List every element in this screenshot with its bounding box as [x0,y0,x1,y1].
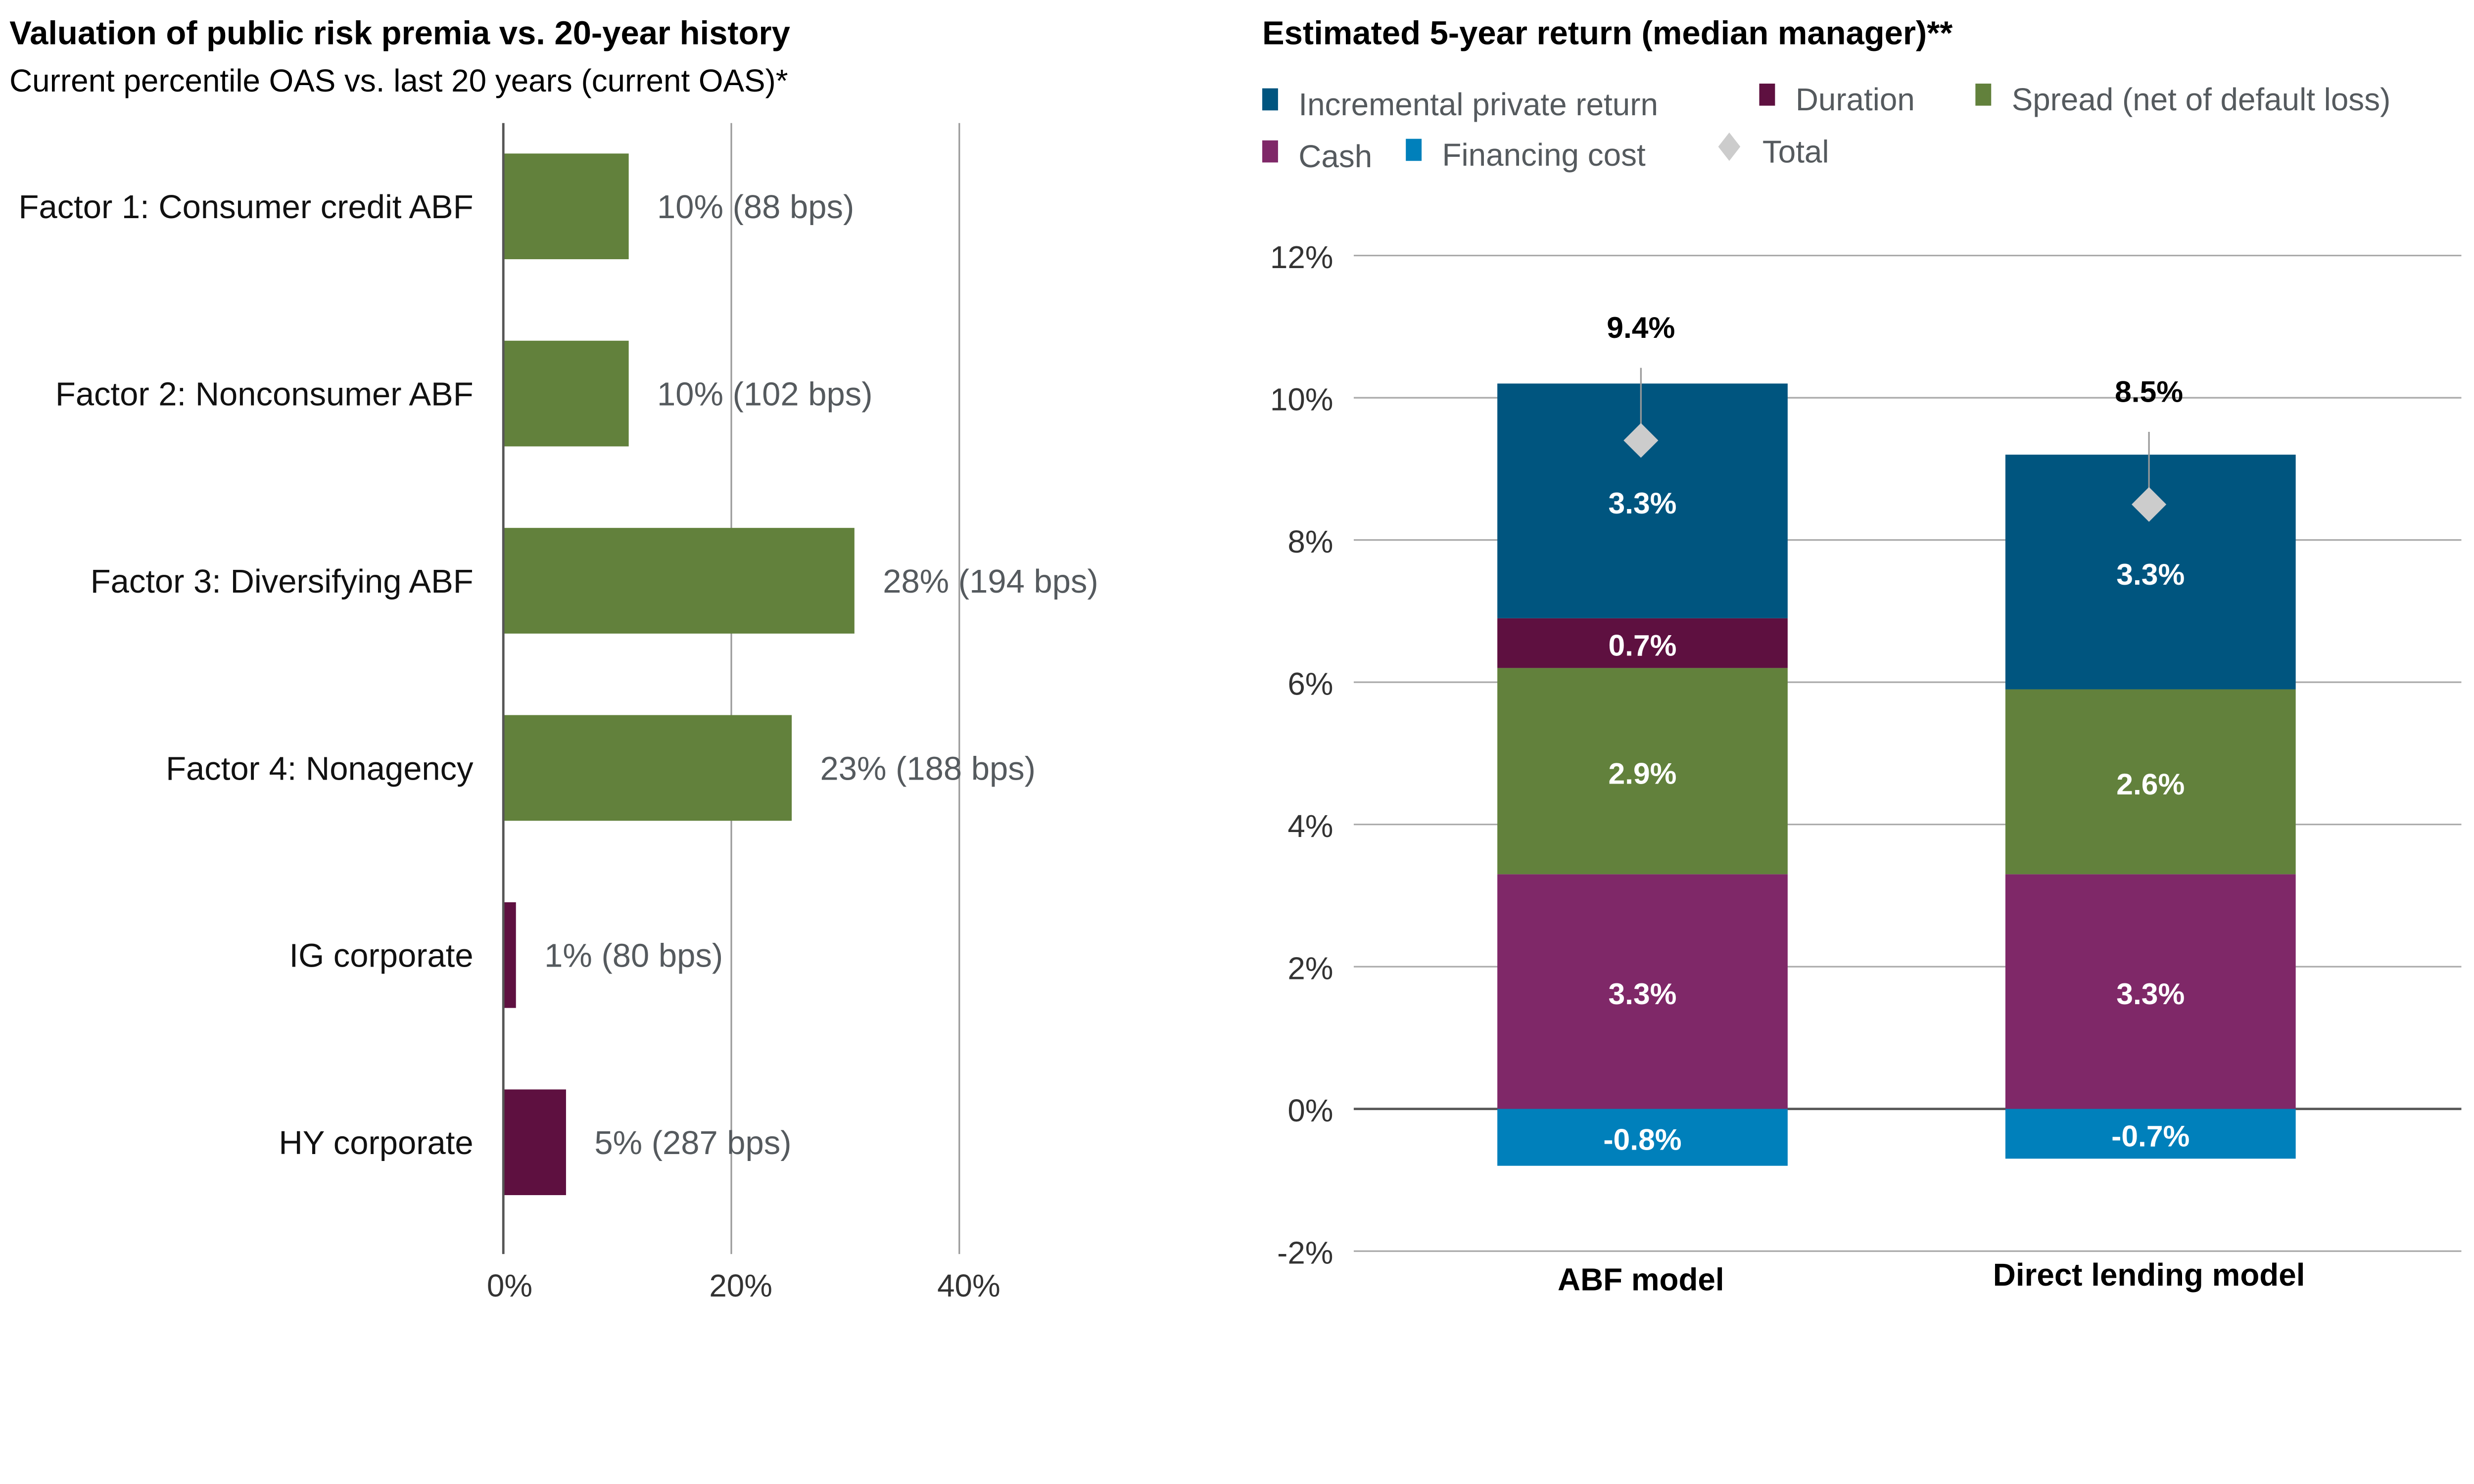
legend-item: Duration [1759,82,1915,117]
x-tick-label: 40% [937,1268,1000,1303]
data-label: 1% (80 bps) [544,937,723,974]
left-chart-subtitle: Current percentile OAS vs. last 20 years… [9,63,788,98]
bar-segment [2005,1109,2296,1159]
x-tick-label: 0% [487,1268,532,1303]
category-label: HY corporate [279,1124,473,1161]
legend-item: Total [1718,132,1829,169]
total-label: 8.5% [2115,374,2183,408]
legend-label: Cash [1298,139,1372,174]
category-label: Factor 3: Diversifying ABF [91,563,474,600]
legend-label: Incremental private return [1298,87,1658,122]
legend-swatch [1262,88,1278,111]
data-label: 5% (287 bps) [594,1124,791,1161]
legend-label: Financing cost [1442,137,1646,173]
y-tick-label: 6% [1287,666,1333,702]
data-label: 28% (194 bps) [883,563,1098,600]
segment-label: 3.3% [2116,557,2185,591]
bar-segment [1497,618,1788,668]
y-tick-label: 0% [1287,1093,1333,1128]
legend-swatch [1975,84,1992,106]
y-tick-label: 10% [1270,382,1333,417]
segment-label: 0.7% [1608,629,1676,662]
category-label: Factor 2: Nonconsumer ABF [55,376,474,413]
bar-segment [1497,383,1788,618]
legend-item: Financing cost [1406,137,1646,173]
legend-item: Incremental private return [1262,87,1658,122]
bar-segment [1497,1109,1788,1166]
chart-figure: Valuation of public risk premia vs. 20-y… [9,14,2462,1303]
bar-segment [2005,689,2296,875]
bar [503,153,629,260]
legend-swatch [1262,140,1278,163]
y-tick-label: 8% [1287,524,1333,559]
left-chart-title: Valuation of public risk premia vs. 20-y… [9,14,790,51]
right-chart-title: Estimated 5-year return (median manager)… [1262,14,1952,51]
legend-item: Spread (net of default loss) [1975,82,2390,117]
category-label: IG corporate [289,937,473,974]
total-marker [2132,487,2167,522]
legend-swatch [1759,84,1775,106]
bar [503,1089,566,1196]
segment-label: 3.3% [2116,977,2185,1011]
legend-label: Duration [1796,82,1915,117]
x-category-label: ABF model [1558,1261,1724,1297]
y-tick-label: 12% [1270,239,1333,275]
legend-label: Spread (net of default loss) [2012,82,2391,117]
bar-segment [1497,668,1788,875]
x-category-label: Direct lending model [1993,1257,2305,1293]
bar [503,340,629,447]
segment-label: -0.8% [1603,1123,1681,1157]
bar [503,715,792,821]
y-tick-label: 2% [1287,951,1333,986]
left-chart: Valuation of public risk premia vs. 20-y… [9,14,1098,1303]
x-tick-label: 20% [709,1268,772,1303]
legend-label: Total [1762,134,1829,169]
right-chart: Estimated 5-year return (median manager)… [1262,14,2462,1297]
segment-label: 2.9% [1608,756,1676,790]
bar [503,902,516,1008]
segment-label: 3.3% [1608,977,1676,1011]
category-label: Factor 1: Consumer credit ABF [19,188,474,226]
data-label: 10% (102 bps) [657,376,872,413]
segment-label: 3.3% [1608,486,1676,520]
segment-label: -0.7% [2111,1119,2189,1153]
data-label: 23% (188 bps) [820,750,1036,787]
segment-label: 2.6% [2116,767,2185,801]
y-tick-label: 4% [1287,808,1333,844]
legend-diamond-icon [1718,132,1741,161]
bar-segment [1497,874,1788,1109]
category-label: Factor 4: Nonagency [166,750,474,787]
y-tick-label: -2% [1277,1235,1333,1271]
total-marker [1623,423,1659,458]
data-label: 10% (88 bps) [657,188,854,226]
legend-item: Cash [1262,139,1372,174]
legend-swatch [1406,139,1422,161]
bar [503,528,855,634]
bar-segment [2005,874,2296,1109]
total-label: 9.4% [1607,311,1675,344]
